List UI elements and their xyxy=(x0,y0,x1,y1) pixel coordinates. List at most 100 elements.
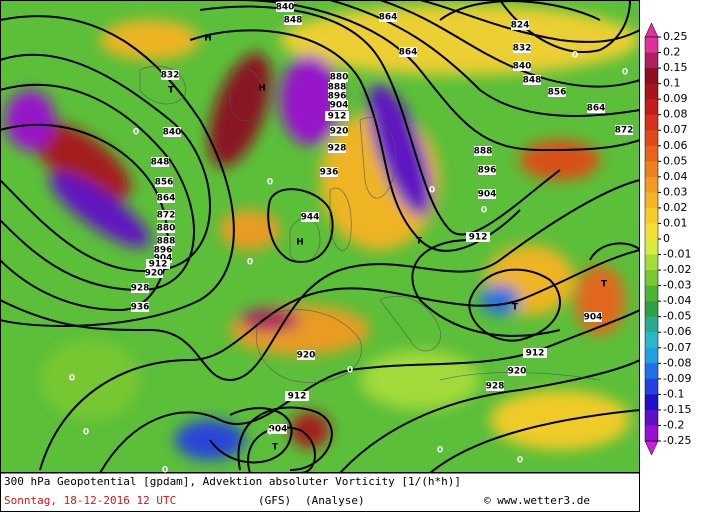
contour-label: 840 xyxy=(163,128,182,138)
contour-label-bg xyxy=(154,245,172,255)
contour-label-bg xyxy=(131,302,149,312)
contour-label: 904 xyxy=(330,101,349,111)
zero-label: 0 xyxy=(517,456,523,466)
colorbar-label: 0.2 xyxy=(663,46,681,59)
colorbar: 0.25 0.2 0.15 0.1 0.09 0.08 0.07 0.06 0.05 0.04 0.… xyxy=(644,22,691,456)
colorbar-swatch xyxy=(645,239,658,256)
colorbar-label: -0.06 xyxy=(663,325,691,338)
colorbar-label: -0.03 xyxy=(663,279,691,292)
colorbar-label: 0.15 xyxy=(663,61,688,74)
colorbar-label: -0.15 xyxy=(663,403,691,416)
contour-label-bg xyxy=(157,193,175,203)
contour-label: 888 xyxy=(474,147,493,157)
contour-label: 848 xyxy=(523,76,542,86)
contour-label: 936 xyxy=(131,303,150,313)
contour-label: 896 xyxy=(154,246,173,256)
contour-label-bg xyxy=(328,82,346,92)
contour-label-bg xyxy=(297,350,315,360)
colorbar-frame xyxy=(644,36,659,442)
zero-label: 0 xyxy=(347,366,353,376)
contour-label-bg xyxy=(131,283,149,293)
pressure-system: T xyxy=(512,303,519,313)
colorbar-swatch xyxy=(645,52,658,69)
contour-label-bg xyxy=(330,100,348,110)
colorbar-label: -0.09 xyxy=(663,372,691,385)
contour-label-bg xyxy=(161,70,179,80)
colorbar-swatch xyxy=(645,130,658,147)
colorbar-swatch xyxy=(645,332,658,349)
zero-label: 0 xyxy=(481,206,487,216)
contour-label: 912 xyxy=(526,349,545,359)
contour-label-bg xyxy=(328,143,346,153)
contour-label: 840 xyxy=(513,62,532,72)
zero-label: 0 xyxy=(69,374,75,384)
contour-label-bg xyxy=(399,47,417,57)
contour-label: 848 xyxy=(151,158,170,168)
contour-label: 928 xyxy=(328,144,347,154)
colorbar-label: -0.05 xyxy=(663,310,691,323)
contour-label: 872 xyxy=(157,211,176,221)
contour-label: 872 xyxy=(615,126,634,136)
contour-label: 848 xyxy=(284,16,303,26)
colorbar-swatch xyxy=(645,68,658,85)
contour-label: 856 xyxy=(155,178,174,188)
colorbar-label: -0.25 xyxy=(663,434,691,447)
contour-label-bg xyxy=(157,236,175,246)
contour-label: 864 xyxy=(157,194,176,204)
colorbar-label: 0.08 xyxy=(663,108,688,121)
contour-label-bg xyxy=(157,223,175,233)
contour-label-bg xyxy=(513,61,531,71)
contour-label-bg xyxy=(523,348,547,358)
colorbar-swatch xyxy=(645,285,658,302)
zero-label: 0 xyxy=(267,428,273,438)
colorbar-swatch xyxy=(645,145,658,162)
contour-label: 928 xyxy=(131,284,150,294)
colorbar-label: 0.1 xyxy=(663,77,681,90)
contour-label: 840 xyxy=(276,3,295,13)
pressure-system: T xyxy=(168,86,175,96)
contour-label-bg xyxy=(151,157,169,167)
colorbar-swatch xyxy=(645,394,658,411)
zero-label: 0 xyxy=(133,128,139,138)
contour-label-bg xyxy=(284,15,302,25)
contour-label: 944 xyxy=(301,213,320,223)
contour-label: 920 xyxy=(508,367,527,377)
contour-label: 864 xyxy=(379,13,398,23)
contour-label-bg xyxy=(478,189,496,199)
pressure-system: T xyxy=(272,443,279,453)
colorbar-label: 0.25 xyxy=(663,30,688,43)
contour-label: 920 xyxy=(330,127,349,137)
contour-label-bg xyxy=(523,75,541,85)
contour-label-bg xyxy=(330,72,348,82)
contour-label-bg xyxy=(508,366,526,376)
zero-label: 0 xyxy=(572,51,578,61)
contour-label: 832 xyxy=(513,44,532,54)
colorbar-swatch xyxy=(645,363,658,380)
contour-label: 920 xyxy=(297,351,316,361)
pressure-system: H xyxy=(204,34,212,44)
contour-label: 904 xyxy=(478,190,497,200)
colorbar-label: -0.04 xyxy=(663,294,691,307)
colorbar-label: 0.03 xyxy=(663,185,688,198)
contour-label-bg xyxy=(584,312,602,322)
source: © www.wetter3.de xyxy=(484,494,590,507)
colorbar-label: -0.01 xyxy=(663,248,691,261)
pressure-system: H xyxy=(258,84,266,94)
contour-label: 896 xyxy=(478,166,497,176)
map-field xyxy=(1,1,639,472)
zero-label: 0 xyxy=(429,186,435,196)
colorbar-swatch xyxy=(645,316,658,333)
colorbar-label: 0.09 xyxy=(663,92,688,105)
zero-label: 0 xyxy=(437,446,443,456)
colorbar-swatch xyxy=(645,114,658,131)
colorbar-swatch xyxy=(645,409,658,426)
contour-label-bg xyxy=(548,87,566,97)
pressure-system: T xyxy=(601,280,608,290)
contour-label: 888 xyxy=(328,83,347,93)
colorbar-label: -0.02 xyxy=(663,263,691,276)
contour-label-bg xyxy=(513,43,531,53)
contour-label: 824 xyxy=(511,21,530,31)
run: (Analyse) xyxy=(305,494,365,507)
